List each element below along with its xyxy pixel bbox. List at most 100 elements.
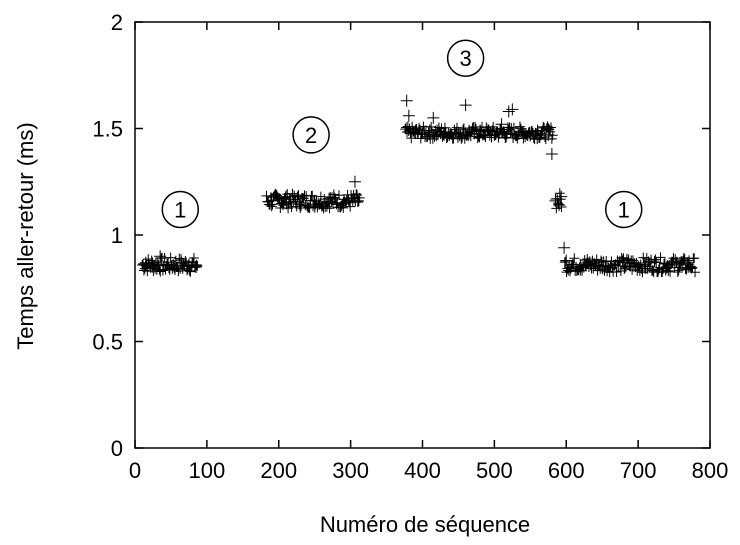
data-point	[584, 256, 595, 267]
data-point	[483, 124, 494, 135]
data-point	[190, 260, 203, 273]
phase-marker-circle	[446, 39, 485, 77]
data-point	[265, 194, 278, 207]
data-point	[556, 201, 567, 212]
data-point	[555, 194, 566, 205]
x-tick-label: 300	[332, 458, 369, 483]
data-point	[488, 121, 499, 132]
data-point	[685, 261, 696, 272]
phase-marker-label: 2	[305, 123, 317, 148]
data-point	[173, 266, 184, 277]
data-point	[514, 121, 525, 132]
data-point	[546, 122, 557, 133]
data-point	[139, 256, 152, 269]
data-point	[321, 201, 332, 212]
data-point	[168, 260, 181, 273]
data-point	[674, 262, 685, 273]
data-point	[651, 257, 662, 268]
data-point	[687, 262, 698, 273]
data-point	[279, 190, 292, 203]
y-tick-label: 1	[111, 223, 123, 248]
data-point	[488, 128, 501, 141]
data-point	[516, 126, 527, 137]
y-axis-label: Temps aller-retour (ms)	[13, 122, 38, 349]
data-point	[682, 258, 695, 271]
data-point	[484, 130, 495, 141]
x-tick-label: 100	[189, 458, 226, 483]
data-point	[495, 118, 508, 131]
data-point	[560, 254, 573, 267]
data-point	[345, 201, 356, 212]
data-point	[671, 257, 682, 268]
data-point	[660, 260, 673, 273]
data-point	[452, 122, 462, 133]
data-point	[192, 260, 203, 271]
plot-frame	[134, 21, 711, 449]
data-point	[647, 265, 658, 276]
data-point	[617, 255, 628, 266]
data-point	[423, 124, 436, 137]
data-point	[264, 199, 275, 210]
y-tick-label: 0	[111, 436, 123, 461]
data-point	[472, 133, 483, 144]
phase-marker-label: 3	[460, 46, 472, 71]
data-point	[174, 253, 185, 264]
data-point	[555, 190, 568, 203]
data-point	[184, 265, 195, 276]
x-tick-label: 800	[692, 458, 729, 483]
data-point	[165, 252, 176, 263]
data-point	[583, 261, 594, 272]
data-point	[439, 122, 450, 133]
data-point	[279, 193, 290, 204]
data-point	[351, 194, 364, 207]
data-point	[639, 258, 652, 271]
data-point	[633, 261, 644, 272]
data-point	[286, 202, 297, 213]
data-point	[545, 148, 558, 161]
x-axis-label: Numéro de séquence	[320, 512, 530, 537]
y-tick-label: 0.5	[92, 330, 123, 355]
data-point	[620, 262, 631, 273]
data-point	[294, 197, 307, 210]
data-point	[182, 258, 195, 271]
data-point	[452, 126, 465, 139]
data-point	[574, 258, 587, 271]
data-point	[348, 175, 361, 188]
data-point	[634, 265, 645, 276]
data-point	[308, 201, 319, 212]
data-point	[155, 266, 166, 277]
data-point	[409, 126, 422, 139]
tick-labels: 0 100 200 300 400 500 600 700 800 0 0.5 1 1.5 2	[92, 10, 728, 483]
x-tick-label: 700	[620, 458, 657, 483]
data-point	[276, 198, 287, 209]
data-point	[282, 189, 293, 200]
data-point	[402, 109, 415, 122]
data-point	[146, 255, 157, 266]
data-point	[596, 260, 609, 273]
x-tick-label: 0	[129, 458, 141, 483]
data-point	[307, 190, 318, 201]
phase-marker-label: 1	[174, 197, 186, 222]
data-point	[459, 99, 472, 112]
y-tick-label: 2	[111, 10, 123, 35]
data-point	[352, 190, 363, 201]
data-point	[458, 123, 469, 134]
data-point	[646, 265, 657, 276]
data-point	[427, 111, 440, 124]
data-point	[470, 123, 481, 134]
data-point	[287, 188, 298, 199]
data-point	[185, 266, 196, 277]
data-marks	[137, 94, 701, 278]
x-tick-label: 400	[404, 458, 441, 483]
data-point	[511, 131, 522, 142]
data-point	[506, 103, 519, 116]
data-point	[617, 256, 630, 269]
phase-marker-circle	[605, 190, 643, 229]
data-point	[619, 263, 630, 274]
data-point	[271, 189, 282, 200]
phase-annotations: 1 2 3 1	[161, 39, 643, 229]
phase-marker-label: 1	[618, 197, 630, 222]
data-point	[534, 133, 545, 144]
data-point	[292, 191, 303, 202]
